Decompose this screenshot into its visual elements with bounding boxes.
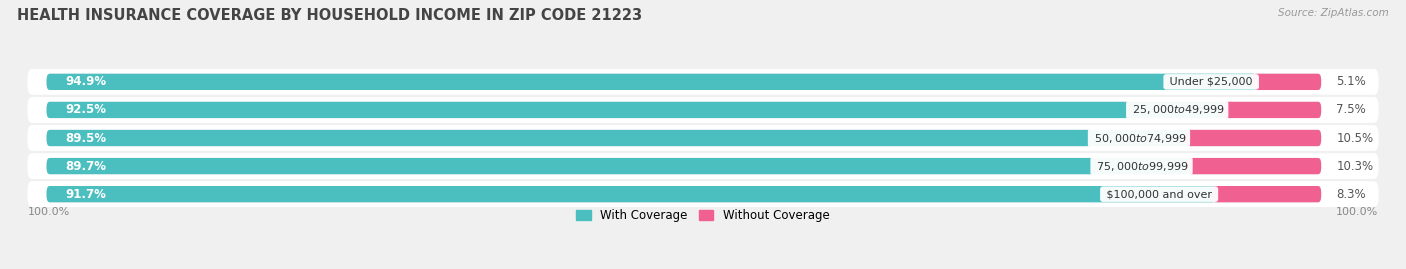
FancyBboxPatch shape	[46, 158, 1322, 174]
FancyBboxPatch shape	[28, 181, 1378, 207]
Text: 89.7%: 89.7%	[66, 160, 107, 173]
FancyBboxPatch shape	[1253, 74, 1322, 90]
Text: $75,000 to $99,999: $75,000 to $99,999	[1094, 160, 1189, 173]
FancyBboxPatch shape	[46, 102, 1322, 118]
Text: 94.9%: 94.9%	[66, 75, 107, 89]
Text: 8.3%: 8.3%	[1337, 188, 1367, 201]
FancyBboxPatch shape	[46, 130, 1322, 146]
FancyBboxPatch shape	[1184, 130, 1322, 146]
FancyBboxPatch shape	[46, 74, 1256, 90]
FancyBboxPatch shape	[1222, 102, 1322, 118]
Text: 100.0%: 100.0%	[28, 207, 70, 217]
FancyBboxPatch shape	[28, 153, 1378, 179]
FancyBboxPatch shape	[46, 130, 1187, 146]
Legend: With Coverage, Without Coverage: With Coverage, Without Coverage	[576, 209, 830, 222]
FancyBboxPatch shape	[28, 125, 1378, 151]
Text: $50,000 to $74,999: $50,000 to $74,999	[1091, 132, 1187, 144]
FancyBboxPatch shape	[46, 158, 1189, 174]
FancyBboxPatch shape	[28, 97, 1378, 123]
Text: Source: ZipAtlas.com: Source: ZipAtlas.com	[1278, 8, 1389, 18]
FancyBboxPatch shape	[1187, 158, 1322, 174]
FancyBboxPatch shape	[46, 74, 1322, 90]
FancyBboxPatch shape	[28, 69, 1378, 95]
Text: 92.5%: 92.5%	[66, 104, 107, 116]
Text: 5.1%: 5.1%	[1337, 75, 1367, 89]
Text: 100.0%: 100.0%	[1336, 207, 1378, 217]
FancyBboxPatch shape	[1212, 186, 1322, 202]
Text: $100,000 and over: $100,000 and over	[1102, 189, 1215, 199]
FancyBboxPatch shape	[46, 102, 1226, 118]
Text: HEALTH INSURANCE COVERAGE BY HOUSEHOLD INCOME IN ZIP CODE 21223: HEALTH INSURANCE COVERAGE BY HOUSEHOLD I…	[17, 8, 643, 23]
Text: Under $25,000: Under $25,000	[1166, 77, 1256, 87]
Text: 10.3%: 10.3%	[1337, 160, 1374, 173]
Text: 7.5%: 7.5%	[1337, 104, 1367, 116]
Text: 89.5%: 89.5%	[66, 132, 107, 144]
Text: 10.5%: 10.5%	[1337, 132, 1374, 144]
FancyBboxPatch shape	[46, 186, 1322, 202]
FancyBboxPatch shape	[46, 186, 1215, 202]
Text: 91.7%: 91.7%	[66, 188, 107, 201]
Text: $25,000 to $49,999: $25,000 to $49,999	[1129, 104, 1226, 116]
